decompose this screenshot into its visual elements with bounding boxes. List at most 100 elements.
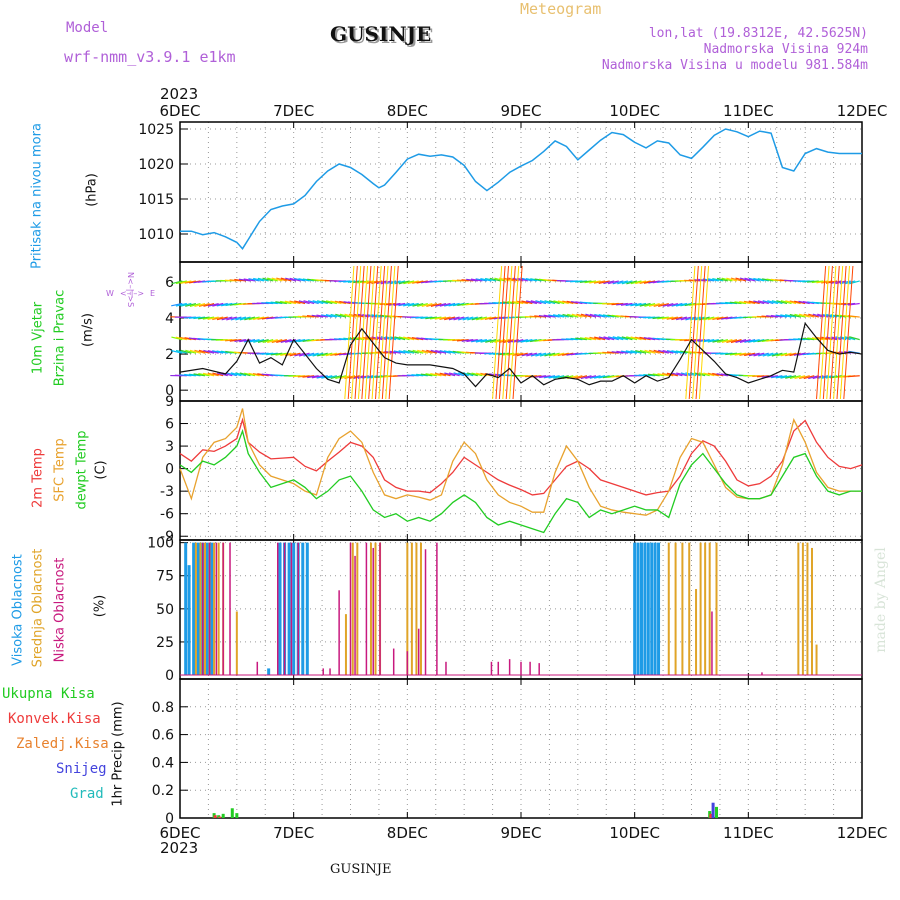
cloud-bar-mid bbox=[351, 542, 354, 676]
wind-barb bbox=[770, 375, 783, 379]
x-tick-label-bottom: 6DEC bbox=[159, 824, 200, 842]
wind-barb bbox=[644, 349, 656, 354]
wind-barb bbox=[212, 316, 224, 321]
wind-barb bbox=[830, 280, 842, 285]
wind-barb bbox=[585, 313, 597, 318]
wind-barb bbox=[456, 339, 469, 342]
y-tick-label: 1015 bbox=[138, 192, 174, 208]
cloud-bar-low bbox=[297, 542, 299, 676]
wind-barb bbox=[630, 302, 642, 307]
wind-barb bbox=[489, 277, 501, 282]
wind-barb bbox=[735, 277, 747, 282]
cloud-bar-high bbox=[646, 542, 650, 676]
cloud-bar-low bbox=[229, 542, 231, 676]
wind-barb bbox=[353, 375, 365, 380]
wind-barb bbox=[398, 280, 410, 285]
wind-barb bbox=[389, 280, 401, 285]
wind-speed-line bbox=[179, 322, 863, 388]
wind-barb bbox=[184, 373, 196, 377]
x-tick-label-bottom: 10DEC bbox=[609, 824, 660, 842]
wind-barb bbox=[730, 339, 742, 344]
wind-barb bbox=[526, 300, 538, 305]
wind-barb bbox=[598, 314, 610, 318]
cloud-bar-mid bbox=[806, 542, 809, 676]
wind-gust bbox=[364, 265, 375, 400]
wind-barb bbox=[598, 375, 610, 379]
wind-barb bbox=[230, 316, 242, 321]
cloud-bar-high bbox=[653, 542, 657, 676]
wind-gust bbox=[347, 265, 358, 400]
svg-text:N<–|–>S: N<–|–>S bbox=[126, 272, 135, 307]
wind-gust bbox=[822, 265, 833, 400]
wind-barb bbox=[535, 352, 547, 357]
cloud-bar-mid bbox=[204, 542, 207, 676]
wind-barb bbox=[198, 373, 210, 377]
cloud-bar-high bbox=[187, 565, 191, 676]
wind-barb bbox=[675, 302, 688, 307]
x-tick-label-top: 10DEC bbox=[609, 102, 660, 120]
wind-gust bbox=[826, 265, 837, 400]
wind-barb bbox=[321, 300, 333, 305]
wind-barb bbox=[630, 350, 642, 354]
wind-barb bbox=[725, 352, 738, 356]
wind-barb bbox=[835, 280, 847, 285]
wind-barb bbox=[680, 372, 692, 377]
wind-gust bbox=[505, 265, 516, 400]
wind-gust bbox=[688, 265, 699, 400]
wind-barb bbox=[193, 316, 206, 320]
cloud-bar-low bbox=[208, 542, 211, 676]
panel-frame bbox=[179, 678, 863, 819]
legend-freezing-precip: Zaledj.Kisa bbox=[16, 736, 109, 752]
cloud-bar-mid bbox=[797, 542, 800, 676]
wind-barb bbox=[298, 352, 310, 357]
wind-barb bbox=[821, 375, 833, 379]
y-tick-label: 6 bbox=[165, 417, 174, 433]
wind-barb bbox=[235, 372, 247, 377]
wind-barb bbox=[171, 350, 183, 354]
wind-barb bbox=[234, 339, 247, 343]
cloud-bar-high bbox=[301, 542, 305, 676]
wind-barb bbox=[647, 373, 660, 377]
wind-barb bbox=[825, 313, 838, 318]
y-tick-label: 25 bbox=[156, 635, 174, 651]
wind-barb bbox=[453, 316, 465, 321]
wind-barb bbox=[353, 313, 365, 318]
wind-barb bbox=[762, 300, 774, 305]
wind-barb bbox=[771, 300, 783, 305]
wind-barb bbox=[766, 315, 778, 318]
y-tick-label: 0 bbox=[165, 668, 174, 684]
wind-barb bbox=[279, 300, 292, 305]
wind-barb bbox=[335, 313, 347, 318]
wind-barb bbox=[484, 316, 497, 321]
wind-barb bbox=[439, 302, 451, 307]
wind-barb bbox=[226, 372, 237, 377]
wind-barb bbox=[512, 339, 524, 343]
cloud-bar-mid bbox=[235, 611, 238, 676]
wind-barb bbox=[180, 336, 192, 341]
wind-gust bbox=[371, 265, 382, 400]
wind-barb bbox=[639, 280, 651, 285]
wind-barb bbox=[429, 316, 442, 320]
wind-barb bbox=[616, 350, 628, 354]
wind-barb bbox=[803, 375, 815, 380]
precip-bar-conv bbox=[709, 813, 713, 818]
wind-barb bbox=[430, 372, 442, 377]
wind-barb bbox=[607, 280, 619, 285]
wind-barb bbox=[293, 277, 306, 282]
wind-barb bbox=[344, 313, 356, 318]
wind-barb bbox=[412, 349, 424, 354]
wind-barb bbox=[229, 279, 242, 282]
wind-barb bbox=[339, 375, 351, 380]
wind-barb bbox=[347, 280, 360, 283]
wind-barb bbox=[548, 352, 560, 357]
wind-barb bbox=[407, 280, 419, 285]
wind-barb bbox=[612, 280, 624, 285]
wind-barb bbox=[417, 302, 428, 307]
wind-barb bbox=[525, 339, 538, 343]
wind-barb bbox=[439, 350, 451, 354]
wind-barb bbox=[466, 339, 478, 343]
wind-barb bbox=[216, 302, 228, 307]
x-tick-label-bottom: 7DEC bbox=[273, 824, 314, 842]
wind-gust bbox=[816, 265, 827, 400]
wind-barb bbox=[388, 302, 401, 306]
